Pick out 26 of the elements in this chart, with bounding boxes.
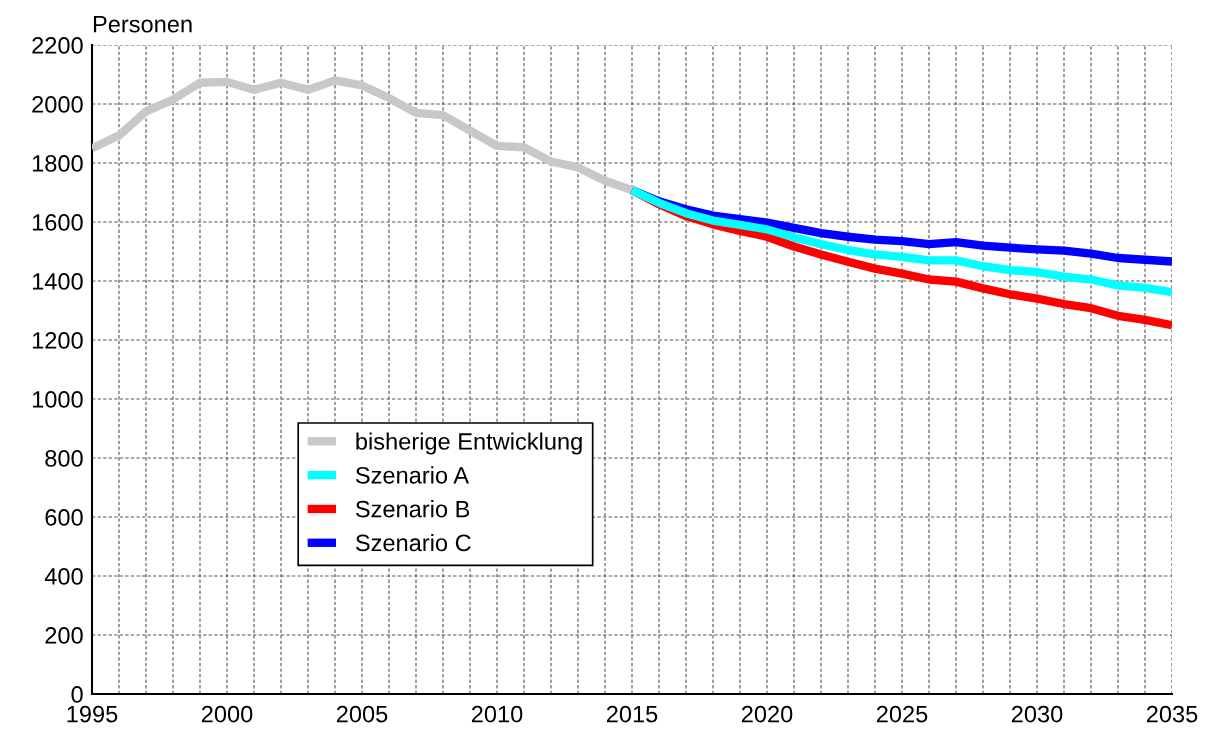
legend-label: Szenario A <box>355 466 470 484</box>
y-tick-label: 1200 <box>32 332 83 349</box>
x-tick-label: 2010 <box>471 705 523 723</box>
y-tick-label: 1400 <box>32 273 83 290</box>
y-tick-label: 400 <box>44 568 83 585</box>
legend-label: Szenario C <box>355 533 471 552</box>
y-tick-label: 600 <box>45 509 83 526</box>
x-tick-label: 1995 <box>67 705 118 723</box>
y-tick-label: 2200 <box>32 37 83 54</box>
y-axis-title: Personen <box>93 16 192 33</box>
legend-label: Szenario B <box>355 500 470 518</box>
y-tick-label: 1800 <box>32 155 83 172</box>
legend-label: bisherige Entwicklung <box>356 432 582 455</box>
x-tick-label: 2035 <box>1146 705 1198 723</box>
y-tick-label: 0 <box>71 686 83 703</box>
x-tick-label: 2025 <box>876 705 928 723</box>
x-tick-label: 2005 <box>336 705 388 723</box>
y-tick-label: 1000 <box>32 391 83 408</box>
y-tick-label: 1600 <box>32 214 83 231</box>
x-tick-label: 2030 <box>1011 705 1063 723</box>
y-tick-label: 2000 <box>32 96 83 113</box>
x-tick-label: 2000 <box>201 705 253 723</box>
y-tick-label: 800 <box>45 450 83 467</box>
y-tick-label: 200 <box>45 627 83 644</box>
x-tick-label: 2015 <box>606 705 658 723</box>
x-tick-label: 2020 <box>741 705 793 723</box>
